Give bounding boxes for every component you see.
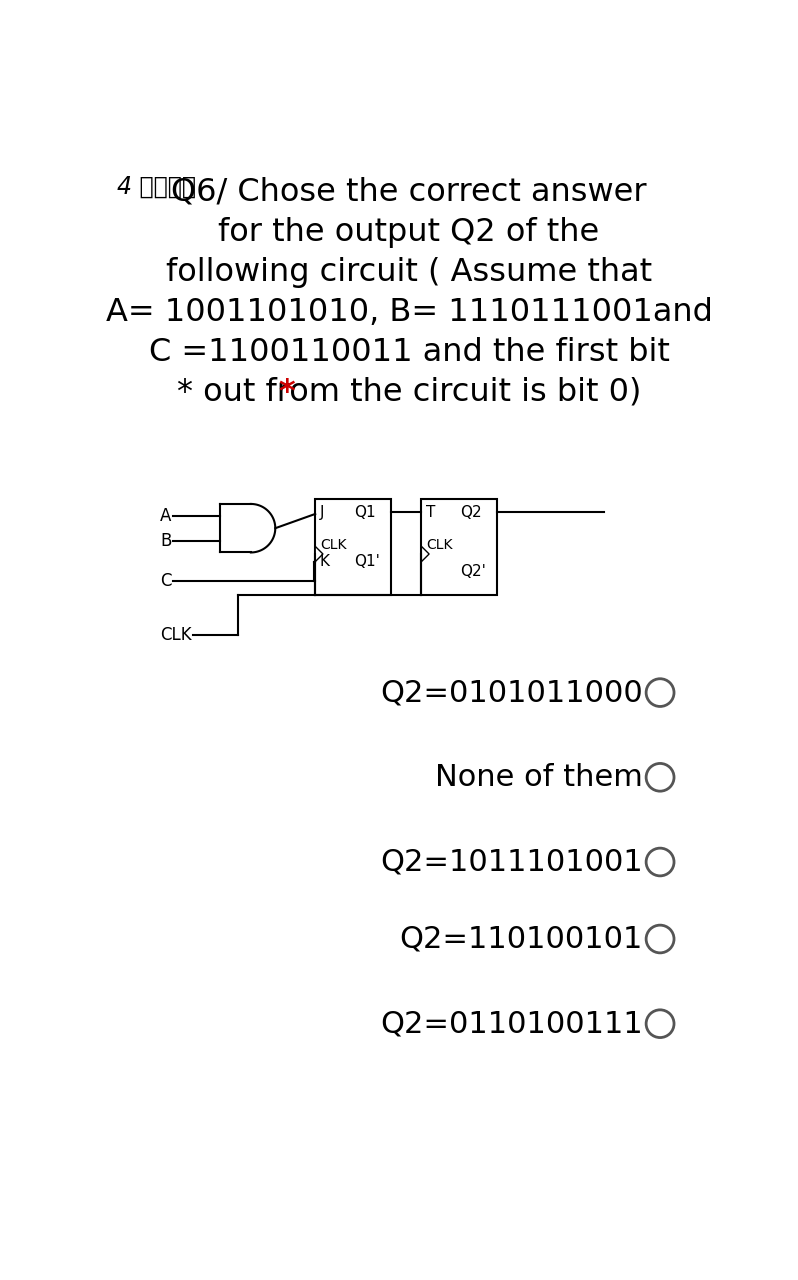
Circle shape bbox=[646, 1010, 674, 1038]
Bar bbox=[421, 498, 497, 595]
Circle shape bbox=[646, 763, 674, 791]
Text: Q2=110100101: Q2=110100101 bbox=[400, 924, 643, 954]
Text: T: T bbox=[426, 504, 436, 520]
Text: B: B bbox=[160, 532, 172, 550]
Text: A: A bbox=[160, 507, 172, 525]
Text: Q1': Q1' bbox=[354, 554, 380, 570]
Text: Q6/ Chose the correct answer: Q6/ Chose the correct answer bbox=[171, 177, 647, 207]
Text: for the output Q2 of the: for the output Q2 of the bbox=[219, 216, 599, 248]
Text: Q2: Q2 bbox=[460, 504, 482, 520]
Circle shape bbox=[646, 849, 674, 876]
Polygon shape bbox=[421, 547, 429, 562]
Circle shape bbox=[646, 678, 674, 707]
Text: Q1: Q1 bbox=[354, 504, 376, 520]
Text: C: C bbox=[160, 572, 172, 590]
Text: CLK: CLK bbox=[320, 538, 346, 552]
Text: C =1100110011 and the first bit: C =1100110011 and the first bit bbox=[148, 337, 670, 367]
Text: Q2=0110100111: Q2=0110100111 bbox=[381, 1009, 643, 1038]
Text: K: K bbox=[320, 554, 330, 570]
Text: J: J bbox=[320, 504, 324, 520]
Text: Q2=0101011000: Q2=0101011000 bbox=[381, 678, 643, 707]
Circle shape bbox=[646, 925, 674, 952]
Text: Q2': Q2' bbox=[460, 564, 486, 580]
Text: None of them: None of them bbox=[435, 763, 643, 792]
Text: CLK: CLK bbox=[160, 626, 192, 644]
Text: CLK: CLK bbox=[426, 538, 452, 552]
Text: * out from the circuit is bit 0): * out from the circuit is bit 0) bbox=[177, 376, 641, 408]
Text: *: * bbox=[279, 376, 295, 408]
Polygon shape bbox=[315, 547, 323, 562]
Text: A= 1001101010, B= 1110111001and: A= 1001101010, B= 1110111001and bbox=[105, 297, 713, 328]
Text: following circuit ( Assume that: following circuit ( Assume that bbox=[166, 257, 652, 288]
Bar bbox=[315, 498, 391, 595]
Text: Q2=1011101001: Q2=1011101001 bbox=[381, 847, 643, 877]
Text: 4 نقاط: 4 نقاط bbox=[117, 175, 196, 200]
